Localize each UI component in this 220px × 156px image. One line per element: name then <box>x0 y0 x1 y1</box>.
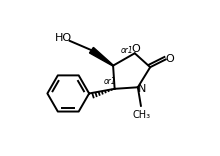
Text: O: O <box>131 44 140 54</box>
Text: N: N <box>138 83 146 93</box>
Text: O: O <box>166 54 174 64</box>
Text: HO: HO <box>55 33 72 43</box>
Text: or1: or1 <box>104 77 116 86</box>
Polygon shape <box>90 47 113 66</box>
Text: or1: or1 <box>121 46 134 55</box>
Text: CH₃: CH₃ <box>133 110 151 120</box>
